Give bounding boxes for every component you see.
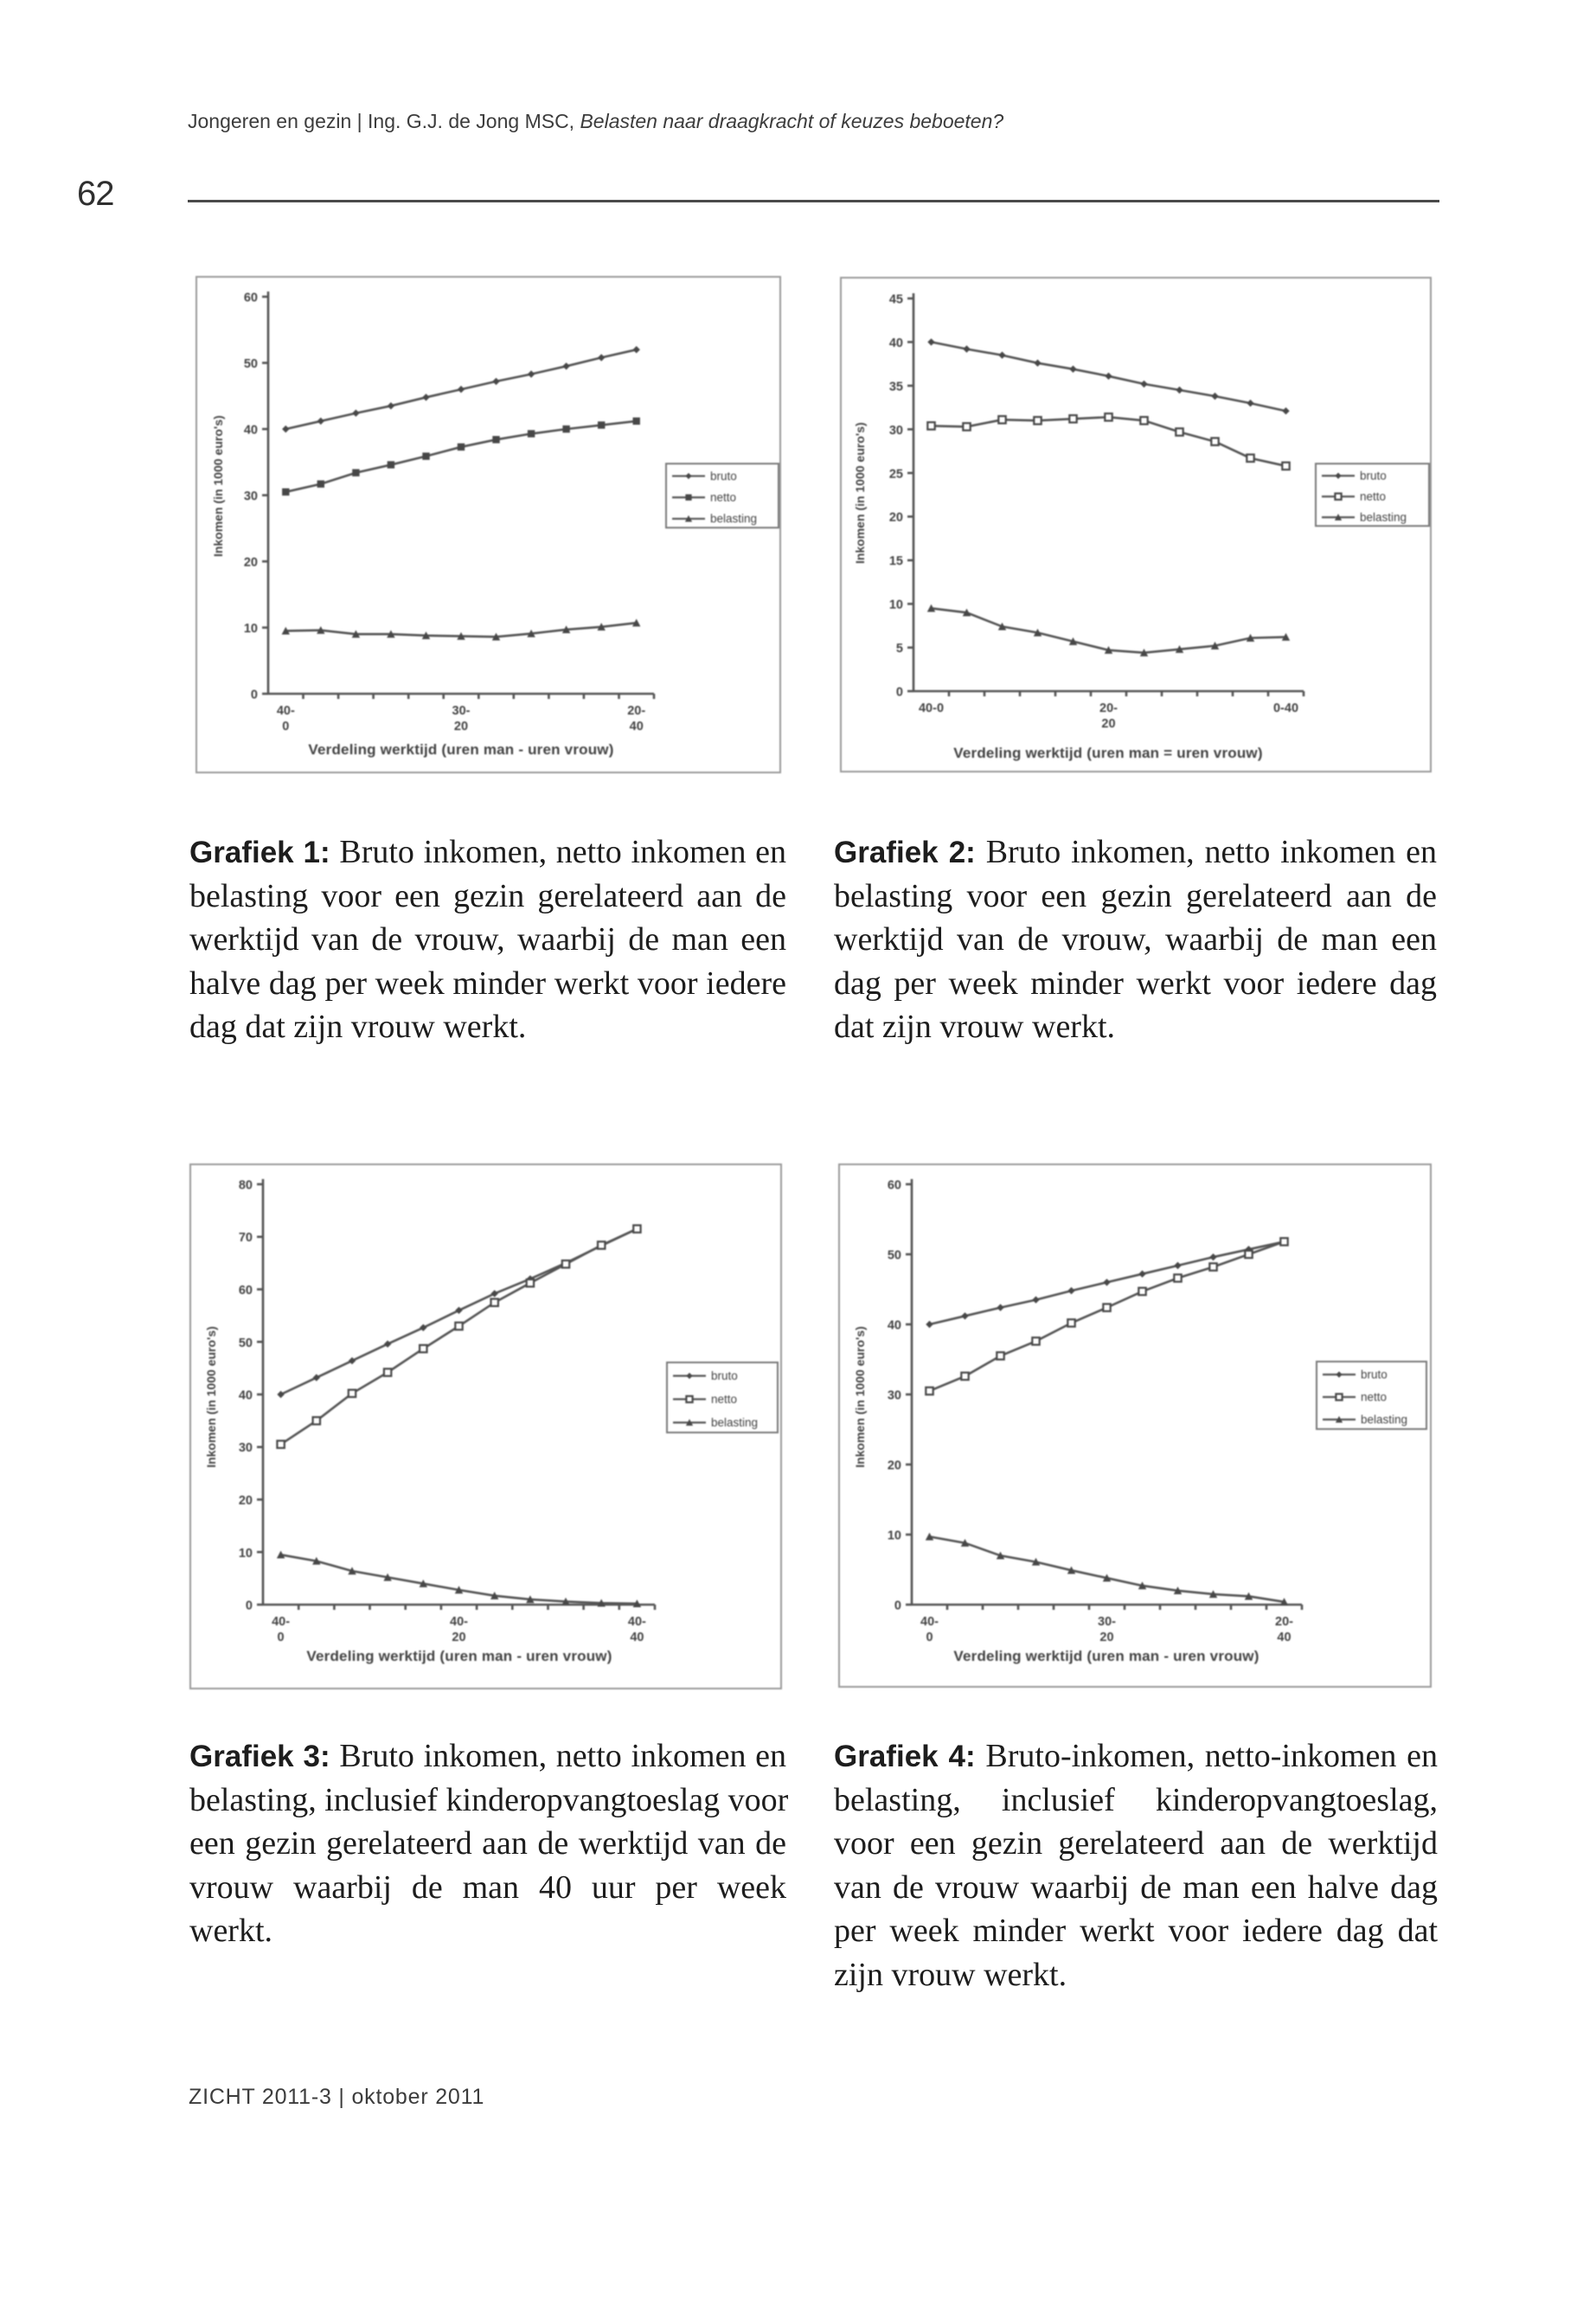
svg-text:0: 0 bbox=[894, 1599, 901, 1613]
svg-text:40: 40 bbox=[888, 1319, 901, 1333]
svg-text:45: 45 bbox=[889, 293, 903, 307]
svg-text:30: 30 bbox=[889, 424, 903, 438]
svg-text:0: 0 bbox=[896, 686, 903, 700]
svg-text:0: 0 bbox=[282, 720, 289, 734]
svg-text:Inkomen (in 1000 euro's): Inkomen (in 1000 euro's) bbox=[204, 1326, 218, 1468]
svg-text:70: 70 bbox=[239, 1231, 253, 1245]
svg-text:40-: 40- bbox=[920, 1615, 939, 1629]
svg-text:15: 15 bbox=[889, 554, 903, 568]
svg-text:20: 20 bbox=[244, 556, 258, 570]
svg-text:40: 40 bbox=[630, 1631, 644, 1644]
svg-text:30-: 30- bbox=[452, 704, 471, 718]
svg-text:netto: netto bbox=[711, 1393, 737, 1406]
svg-text:Verdeling werktijd (uren man -: Verdeling werktijd (uren man - uren vrou… bbox=[306, 1648, 612, 1664]
svg-text:bruto: bruto bbox=[1361, 1368, 1388, 1381]
svg-text:20: 20 bbox=[889, 511, 903, 525]
svg-text:belasting: belasting bbox=[710, 512, 757, 525]
svg-text:40-0: 40-0 bbox=[919, 702, 944, 715]
svg-text:60: 60 bbox=[888, 1179, 901, 1193]
svg-text:40: 40 bbox=[630, 720, 644, 734]
svg-text:40-: 40- bbox=[450, 1615, 468, 1629]
svg-text:Inkomen (in 1000 euro's): Inkomen (in 1000 euro's) bbox=[853, 1326, 867, 1468]
svg-text:50: 50 bbox=[244, 357, 258, 371]
svg-text:40: 40 bbox=[889, 336, 903, 350]
svg-text:bruto: bruto bbox=[711, 1369, 738, 1382]
svg-text:bruto: bruto bbox=[710, 470, 737, 483]
svg-text:0: 0 bbox=[926, 1631, 933, 1644]
svg-text:belasting: belasting bbox=[711, 1416, 758, 1429]
svg-text:5: 5 bbox=[896, 642, 903, 656]
svg-text:0: 0 bbox=[246, 1599, 253, 1613]
svg-text:20-: 20- bbox=[627, 704, 645, 718]
svg-text:belasting: belasting bbox=[1360, 511, 1407, 524]
svg-text:40: 40 bbox=[244, 424, 258, 438]
svg-text:Inkomen (in 1000 euro's): Inkomen (in 1000 euro's) bbox=[853, 422, 867, 564]
svg-text:belasting: belasting bbox=[1361, 1413, 1407, 1426]
svg-text:30: 30 bbox=[239, 1441, 253, 1455]
svg-text:20: 20 bbox=[1099, 1631, 1113, 1644]
svg-text:30-: 30- bbox=[1098, 1615, 1116, 1629]
svg-text:60: 60 bbox=[239, 1284, 253, 1298]
svg-text:20-: 20- bbox=[1099, 702, 1118, 715]
svg-text:40-: 40- bbox=[277, 704, 295, 718]
svg-text:20-: 20- bbox=[1275, 1615, 1293, 1629]
svg-text:20: 20 bbox=[1101, 717, 1115, 731]
svg-text:25: 25 bbox=[889, 467, 903, 481]
svg-text:40: 40 bbox=[1277, 1631, 1291, 1644]
svg-text:40: 40 bbox=[239, 1389, 253, 1403]
svg-text:40-: 40- bbox=[628, 1615, 646, 1629]
svg-text:Verdeling werktijd (uren man =: Verdeling werktijd (uren man = uren vrou… bbox=[953, 745, 1262, 761]
svg-text:netto: netto bbox=[1361, 1391, 1387, 1404]
svg-text:60: 60 bbox=[244, 292, 258, 305]
svg-text:0: 0 bbox=[278, 1631, 285, 1644]
svg-text:10: 10 bbox=[889, 599, 903, 612]
svg-text:50: 50 bbox=[888, 1249, 901, 1263]
svg-text:10: 10 bbox=[888, 1529, 901, 1543]
svg-text:0-40: 0-40 bbox=[1273, 702, 1298, 715]
svg-text:Verdeling werktijd (uren man -: Verdeling werktijd (uren man - uren vrou… bbox=[953, 1648, 1259, 1664]
svg-text:20: 20 bbox=[452, 1631, 465, 1644]
svg-text:20: 20 bbox=[239, 1494, 253, 1508]
svg-text:0: 0 bbox=[251, 689, 258, 702]
svg-text:30: 30 bbox=[888, 1389, 901, 1403]
svg-text:Verdeling werktijd (uren man -: Verdeling werktijd (uren man - uren vrou… bbox=[308, 741, 613, 758]
svg-text:10: 10 bbox=[244, 622, 258, 636]
svg-text:30: 30 bbox=[244, 490, 258, 503]
svg-text:netto: netto bbox=[710, 491, 736, 504]
svg-text:netto: netto bbox=[1360, 490, 1386, 503]
svg-text:bruto: bruto bbox=[1360, 470, 1387, 483]
svg-text:40-: 40- bbox=[272, 1615, 290, 1629]
svg-text:10: 10 bbox=[239, 1547, 253, 1561]
svg-text:20: 20 bbox=[454, 720, 468, 734]
svg-text:50: 50 bbox=[239, 1336, 253, 1350]
svg-text:80: 80 bbox=[239, 1179, 253, 1193]
svg-text:35: 35 bbox=[889, 380, 903, 394]
svg-text:20: 20 bbox=[888, 1459, 901, 1473]
svg-text:Inkomen (in 1000 euro's): Inkomen (in 1000 euro's) bbox=[211, 415, 225, 557]
